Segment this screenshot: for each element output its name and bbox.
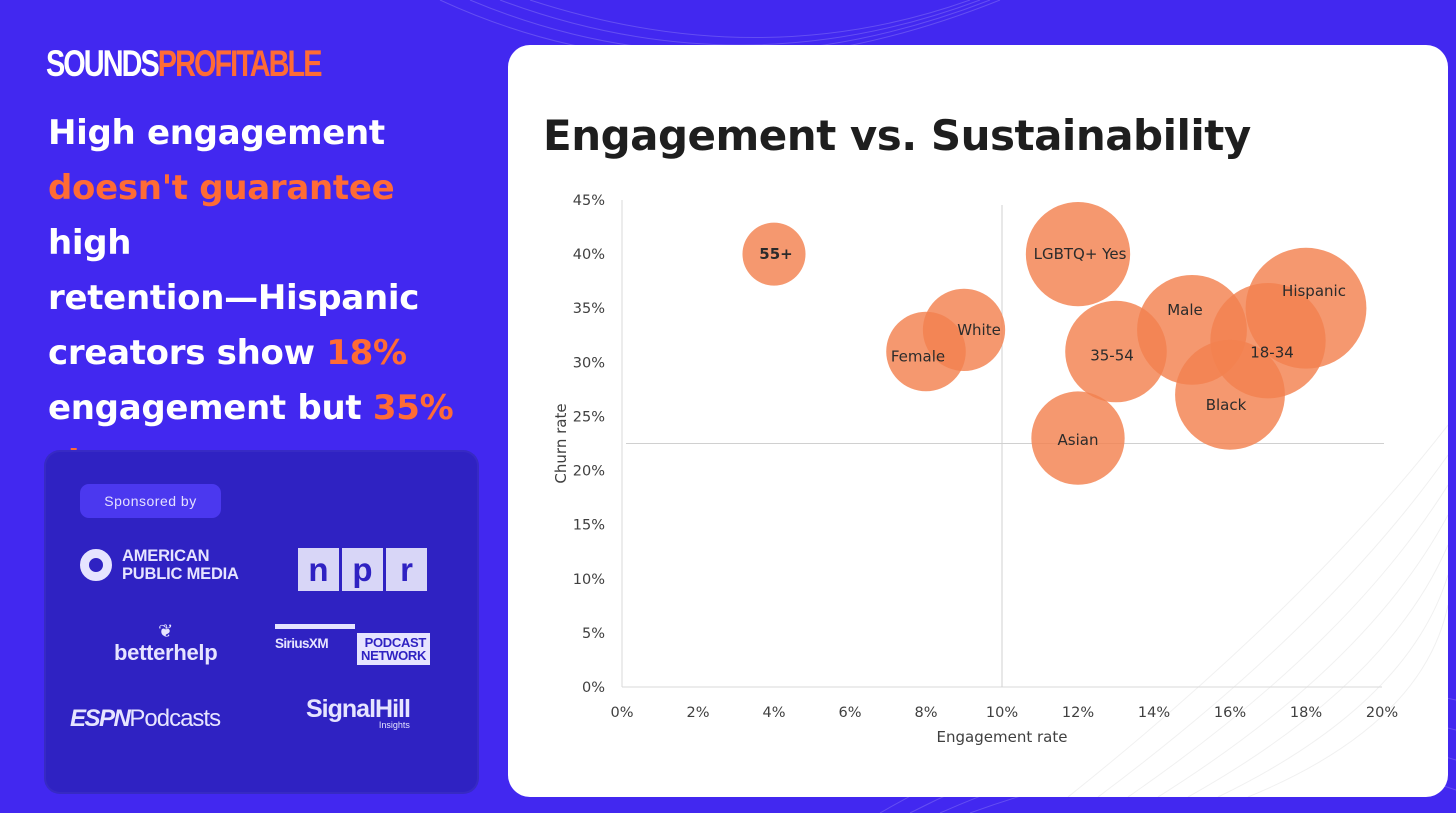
- headline-line-5: engagement but 35%: [48, 388, 454, 428]
- betterhelp-logo: ❦ betterhelp: [114, 621, 218, 665]
- x-tick-label: 12%: [1062, 705, 1094, 721]
- bubble-black: [1175, 339, 1285, 450]
- x-tick-label: 2%: [686, 705, 709, 721]
- x-tick-label: 6%: [838, 705, 861, 721]
- data-label: White: [957, 321, 1001, 339]
- apm-ring-icon: [80, 549, 112, 581]
- logo-part-sounds: SOUNDS: [46, 43, 160, 84]
- data-label: Male: [1167, 301, 1203, 319]
- y-tick-label: 5%: [582, 626, 605, 642]
- espn-podcasts-logo: ESPNPodcasts: [70, 705, 221, 732]
- bubble-lgbtq-yes: [1025, 201, 1131, 307]
- sponsored-by-label: Sponsored by: [80, 484, 221, 518]
- card-decor-lines: [1067, 424, 1448, 797]
- american-public-media-logo: AMERICAN PUBLIC MEDIA: [80, 547, 239, 583]
- x-tick-label: 16%: [1214, 705, 1246, 721]
- y-tick-label: 45%: [573, 193, 605, 209]
- x-tick-label: 4%: [762, 705, 785, 721]
- y-tick-label: 15%: [573, 518, 605, 534]
- x-tick-label: 20%: [1366, 705, 1398, 721]
- betterhelp-leaf-icon: ❦: [158, 621, 174, 641]
- logo-part-profitable: PROFITABLE: [157, 43, 323, 84]
- chart-title: Engagement vs. Sustainability: [543, 111, 1251, 160]
- data-label: Asian: [1058, 431, 1099, 449]
- signalhill-insights-logo: SignalHill Insights: [306, 695, 411, 730]
- bubble-55: [742, 222, 806, 286]
- data-label: 18-34: [1250, 344, 1294, 362]
- siriusxm-podcast-network-logo: SiriusXM PODCAST NETWORK: [275, 624, 431, 665]
- headline-line-4: creators show 18%: [48, 333, 407, 373]
- sounds-profitable-logo: SOUNDSPROFITABLE: [46, 43, 323, 84]
- headline-line-2: doesn't guarantee high: [48, 168, 395, 263]
- y-tick-label: 25%: [573, 409, 605, 425]
- y-tick-label: 40%: [573, 247, 605, 263]
- data-label: 35-54: [1090, 347, 1134, 365]
- data-label: Hispanic: [1282, 282, 1346, 300]
- bubble-chart: 0% 5% 10% 15% 20% 25% 30% 35% 40% 45% 0% 2% 4% 6% 8% 10…: [552, 193, 1448, 797]
- x-tick-label: 18%: [1290, 705, 1322, 721]
- headline-line-3: retention—Hispanic: [48, 278, 420, 318]
- y-tick-label: 0%: [582, 680, 605, 696]
- bubble-asian: [1031, 391, 1125, 485]
- data-label: Black: [1206, 396, 1247, 414]
- y-tick-label: 20%: [573, 464, 605, 480]
- y-tick-label: 35%: [573, 301, 605, 317]
- bubble-female: [886, 311, 966, 392]
- y-tick-label: 10%: [573, 572, 605, 588]
- data-label: Female: [891, 348, 945, 366]
- x-tick-label: 14%: [1138, 705, 1170, 721]
- data-label: 55+: [759, 245, 792, 263]
- x-tick-label: 8%: [914, 705, 937, 721]
- x-axis-title: Engagement rate: [937, 728, 1068, 746]
- x-tick-label: 10%: [986, 705, 1018, 721]
- x-tick-label: 0%: [610, 705, 633, 721]
- data-label: LGBTQ+ Yes: [1034, 245, 1127, 263]
- chart-card: 0% 5% 10% 15% 20% 25% 30% 35% 40% 45% 0% 2% 4% 6% 8% 10…: [508, 45, 1448, 797]
- y-axis-title: Churn rate: [552, 403, 570, 483]
- sponsor-panel: Sponsored by AMERICAN PUBLIC MEDIA n p r…: [44, 450, 479, 794]
- y-tick-label: 30%: [573, 355, 605, 371]
- headline: High engagement doesn't guarantee high r…: [48, 106, 478, 491]
- npr-logo: n p r: [298, 548, 427, 591]
- headline-line-1: High engagement: [48, 113, 385, 153]
